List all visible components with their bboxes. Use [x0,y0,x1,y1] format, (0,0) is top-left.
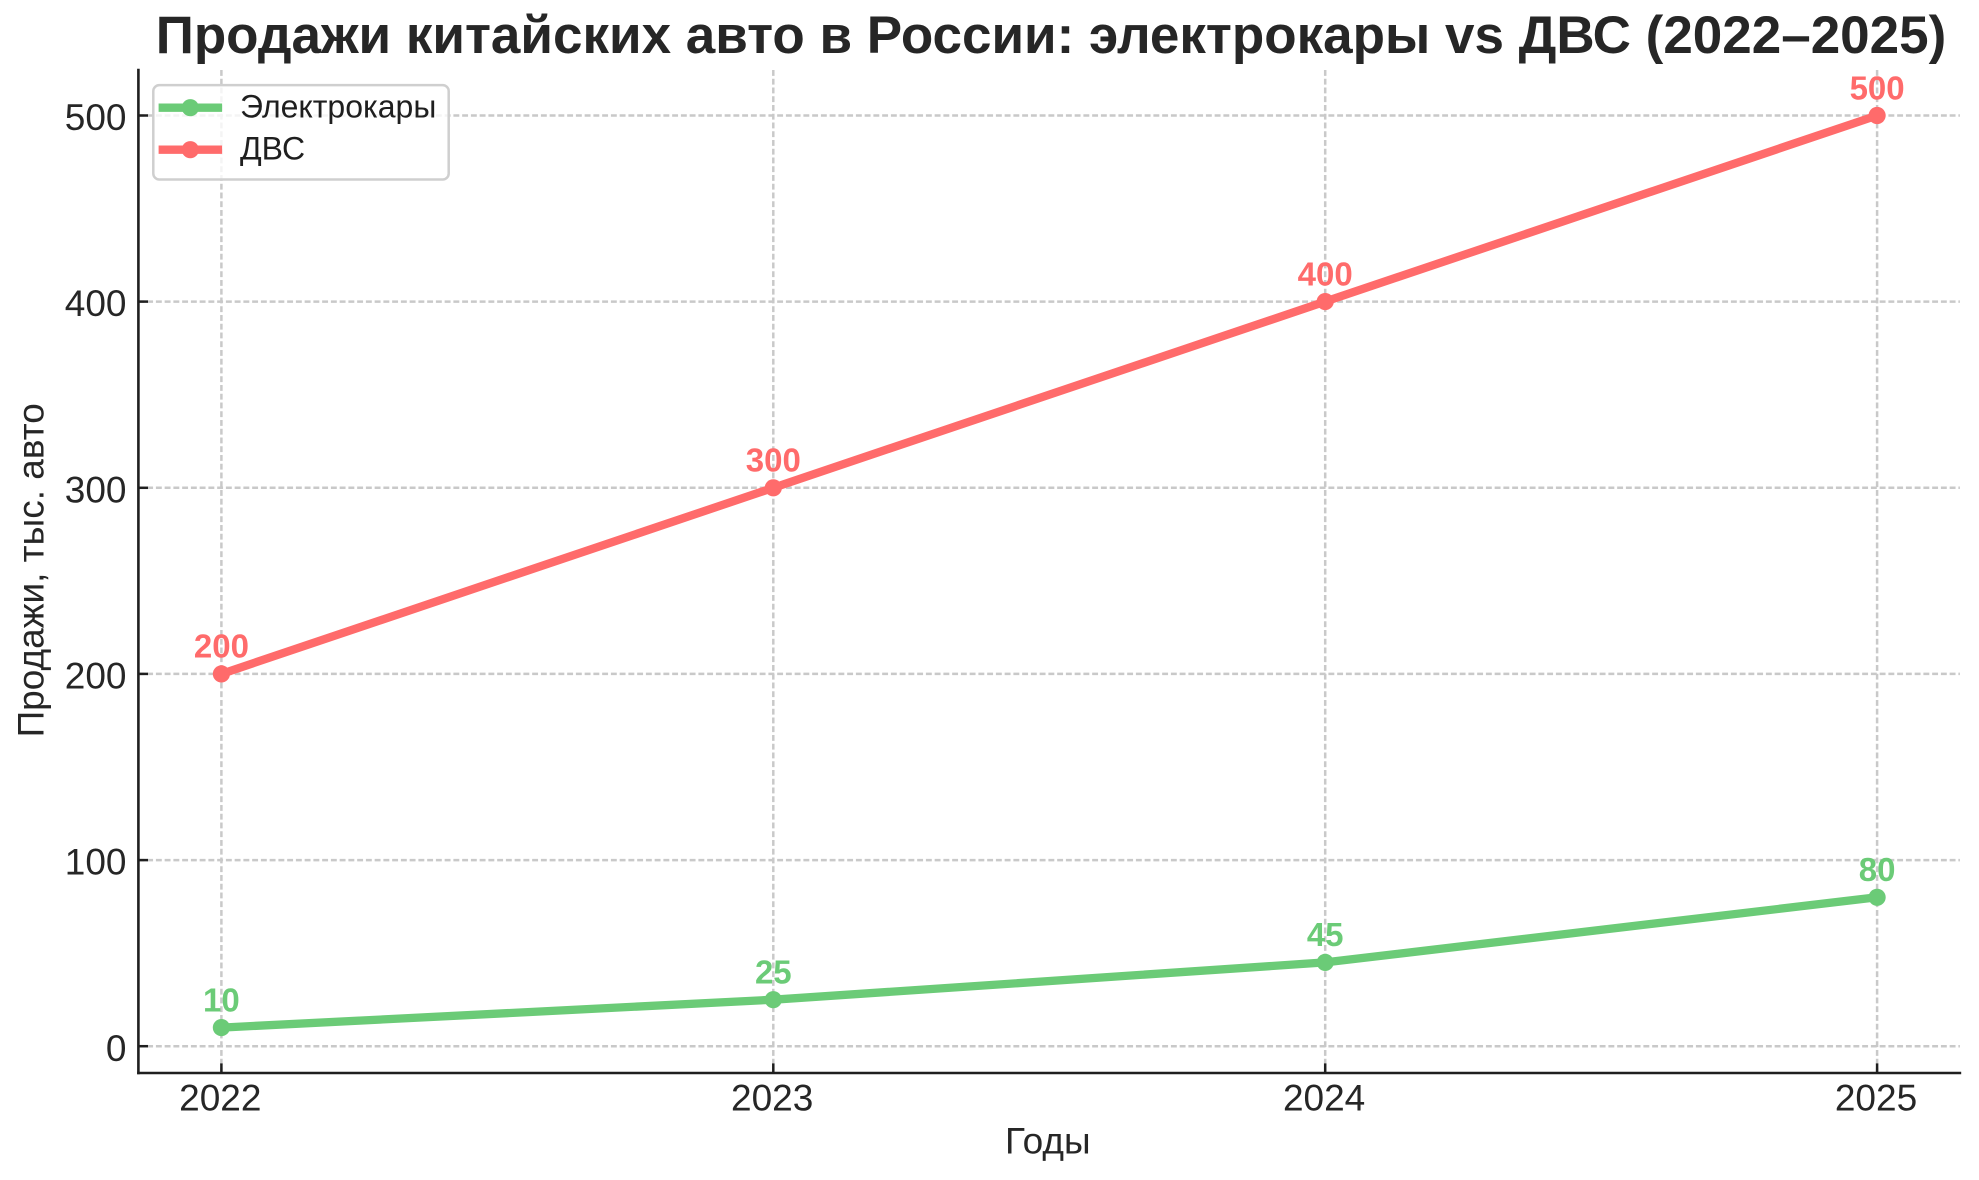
svg-text:0: 0 [106,1028,127,1069]
svg-text:Электрокары: Электрокары [240,89,436,125]
svg-text:200: 200 [65,656,127,697]
svg-text:2025: 2025 [1835,1077,1917,1118]
svg-text:300: 300 [65,469,127,510]
svg-text:Продажи, тыс. авто: Продажи, тыс. авто [11,403,52,737]
svg-text:400: 400 [65,283,127,324]
svg-text:80: 80 [1859,851,1896,888]
svg-text:200: 200 [194,628,249,665]
svg-text:10: 10 [203,981,240,1018]
svg-text:500: 500 [1850,69,1905,106]
svg-text:500: 500 [65,97,127,138]
svg-text:2023: 2023 [731,1077,813,1118]
svg-text:Продажи китайских авто в Росси: Продажи китайских авто в России: электро… [156,6,1947,65]
svg-text:ДВС: ДВС [240,131,305,167]
svg-text:2024: 2024 [1283,1077,1365,1118]
svg-text:100: 100 [65,842,127,883]
svg-text:300: 300 [746,442,801,479]
svg-text:400: 400 [1298,255,1353,292]
svg-text:2022: 2022 [179,1077,261,1118]
svg-text:25: 25 [755,954,792,991]
svg-text:Годы: Годы [1005,1120,1091,1161]
svg-text:45: 45 [1307,916,1344,953]
